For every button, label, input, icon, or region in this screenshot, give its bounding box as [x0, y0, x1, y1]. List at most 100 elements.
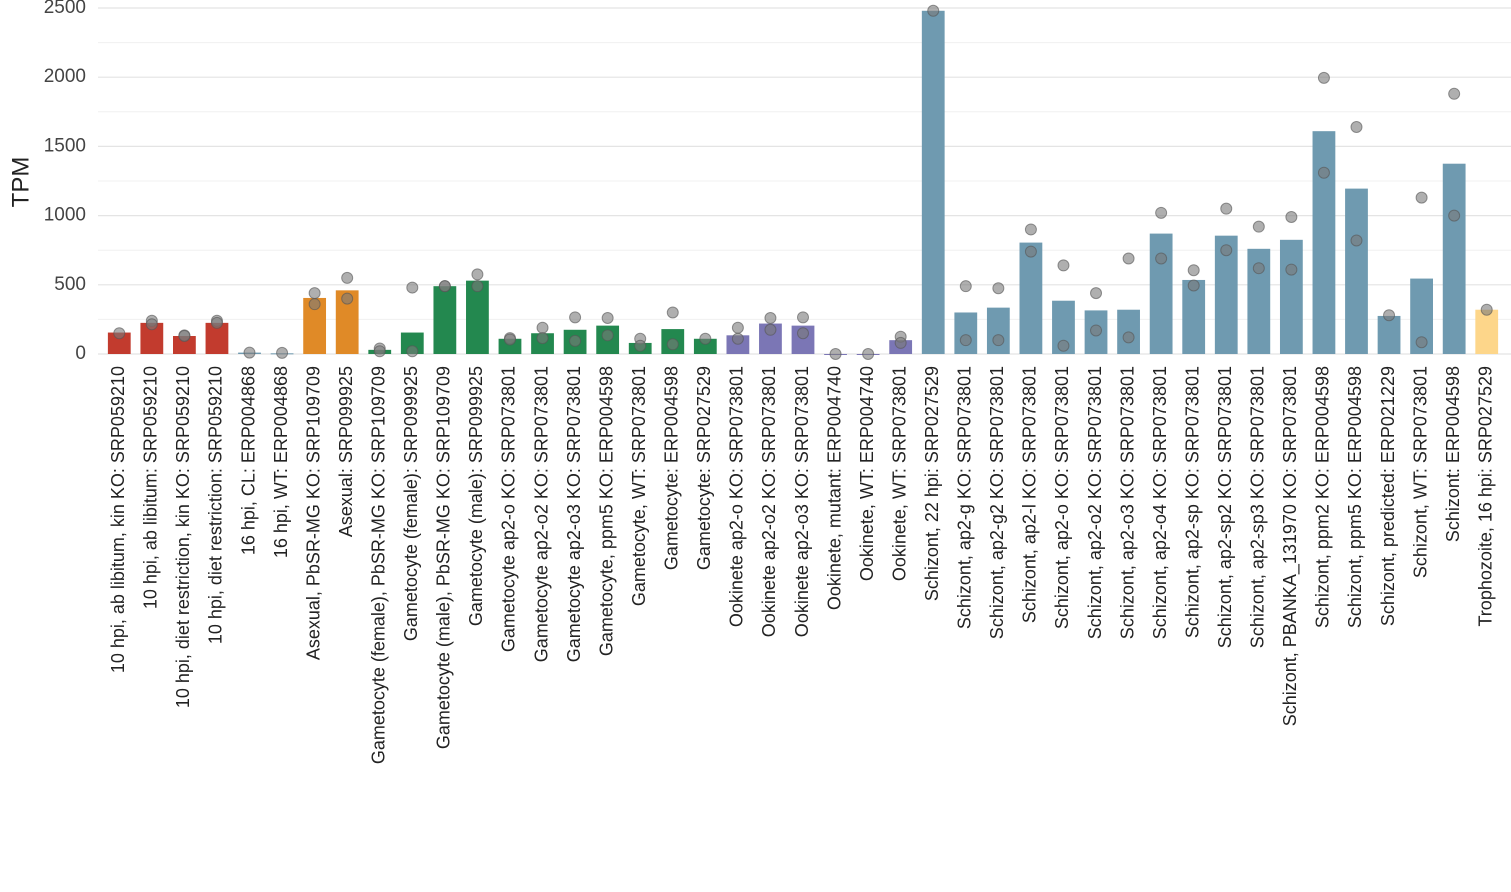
bar — [1442, 163, 1466, 354]
bar — [1182, 279, 1206, 354]
x-tick-label: Ookinete ap2-o3 KO: SRP073801 — [792, 366, 812, 637]
bar — [303, 297, 327, 354]
x-tick-label: 16 hpi, CL: ERP004868 — [238, 366, 258, 555]
data-point — [601, 329, 614, 342]
data-point — [178, 330, 191, 343]
x-tick-label: Gametocyte (female): SRP099925 — [401, 366, 421, 641]
data-point — [764, 312, 777, 325]
bar — [1377, 315, 1401, 354]
x-tick-label: Gametocyte, ppm5 KO: ERP004598 — [596, 366, 616, 656]
x-tick-label: Gametocyte ap2-o KO: SRP073801 — [499, 366, 519, 652]
x-tick-label: Gametocyte (male), PbSR-MG KO: SRP109709 — [434, 366, 454, 749]
data-point — [666, 306, 679, 319]
data-point — [1350, 121, 1363, 134]
x-tick-label: Gametocyte: ERP004598 — [662, 366, 682, 570]
data-point — [731, 321, 744, 334]
data-point — [1187, 279, 1200, 292]
data-point — [829, 348, 842, 360]
data-point — [601, 312, 614, 325]
x-tick-label: 10 hpi, ab libitum, kin KO: SRP059210 — [108, 366, 128, 673]
bar — [205, 322, 229, 354]
data-point — [1220, 202, 1233, 215]
data-point — [797, 311, 809, 324]
bar — [1410, 278, 1433, 354]
data-point — [569, 334, 582, 347]
x-tick-label: Schizont, ppm5 KO: ERP004598 — [1345, 366, 1365, 628]
data-point — [959, 280, 972, 293]
x-tick-label: Schizont, PBANKA_131970 KO: SRP073801 — [1280, 366, 1301, 726]
x-tick-label: Gametocyte: SRP027529 — [694, 366, 714, 570]
data-point — [764, 323, 777, 336]
data-point — [243, 346, 256, 359]
data-point — [471, 268, 484, 281]
data-point — [699, 332, 712, 345]
data-point — [1057, 259, 1070, 272]
bar — [1052, 300, 1075, 354]
data-point — [438, 280, 451, 293]
x-tick-label: 10 hpi, diet restriction: SRP059210 — [206, 366, 226, 644]
x-tick-label: 10 hpi, ab libitum: SRP059210 — [141, 366, 161, 609]
bar — [1475, 309, 1499, 354]
bar — [1312, 131, 1336, 354]
x-tick-label: Schizont, ap2-g2 KO: SRP073801 — [987, 366, 1007, 639]
x-tick-label: Ookinete, mutant: ERP004740 — [824, 366, 844, 610]
data-point — [341, 292, 354, 305]
data-point — [634, 339, 647, 352]
bar — [954, 312, 978, 354]
data-point — [1285, 210, 1298, 223]
x-tick-label: Gametocyte (male): SRP099925 — [466, 366, 486, 626]
data-point — [210, 316, 223, 329]
data-point — [1090, 324, 1103, 337]
x-tick-label: Schizont, ap2-o KO: SRP073801 — [1052, 366, 1072, 629]
bar — [433, 286, 457, 354]
data-point — [536, 332, 549, 345]
data-point — [1448, 87, 1461, 100]
y-tick-label: 500 — [54, 274, 86, 295]
bar — [921, 10, 945, 354]
x-tick-label: Trophozoite, 16 hpi: SRP027529 — [1475, 366, 1495, 627]
data-point — [1024, 223, 1037, 236]
data-point — [406, 281, 419, 294]
data-point — [1057, 339, 1070, 352]
bar — [107, 332, 131, 354]
x-tick-label: Schizont, ap2-sp KO: SRP073801 — [1182, 366, 1202, 638]
y-tick-label: 1500 — [44, 135, 86, 156]
data-point — [1415, 336, 1428, 349]
bar — [400, 332, 424, 354]
data-point — [797, 327, 809, 340]
y-tick-label: 2500 — [44, 0, 86, 18]
data-point — [862, 348, 875, 360]
bar — [1247, 248, 1271, 354]
data-point — [1220, 244, 1233, 257]
x-tick-label: Ookinete, WT: ERP004740 — [857, 366, 877, 581]
x-tick-label: Schizont: ERP004598 — [1443, 366, 1463, 542]
data-point — [992, 334, 1005, 347]
data-point — [406, 345, 419, 358]
bar — [335, 290, 359, 354]
data-point — [341, 271, 354, 284]
data-point — [1024, 245, 1037, 258]
data-point — [666, 338, 679, 351]
x-tick-label: Gametocyte ap2-o3 KO: SRP073801 — [564, 366, 584, 662]
data-point — [145, 318, 158, 331]
x-tick-label: 16 hpi, WT: ERP004868 — [271, 366, 291, 558]
x-tick-label: Ookinete, WT: SRP073801 — [889, 366, 909, 581]
data-point — [276, 346, 289, 359]
bar — [466, 280, 489, 354]
x-tick-label: 10 hpi, diet restriction, kin KO: SRP059… — [173, 366, 193, 708]
data-point — [1317, 166, 1330, 179]
data-point — [927, 4, 940, 17]
bar — [1345, 188, 1368, 354]
x-tick-label: Asexual, PbSR-MG KO: SRP109709 — [303, 366, 323, 660]
data-point — [1090, 287, 1103, 300]
x-tick-label: Asexual: SRP099925 — [336, 366, 356, 537]
data-point — [1415, 191, 1428, 204]
data-point — [503, 333, 516, 346]
data-point — [1155, 206, 1168, 219]
bar — [1214, 235, 1238, 354]
bar — [173, 336, 196, 354]
data-point — [308, 287, 321, 300]
data-point — [1155, 252, 1168, 265]
data-point — [1285, 263, 1298, 276]
